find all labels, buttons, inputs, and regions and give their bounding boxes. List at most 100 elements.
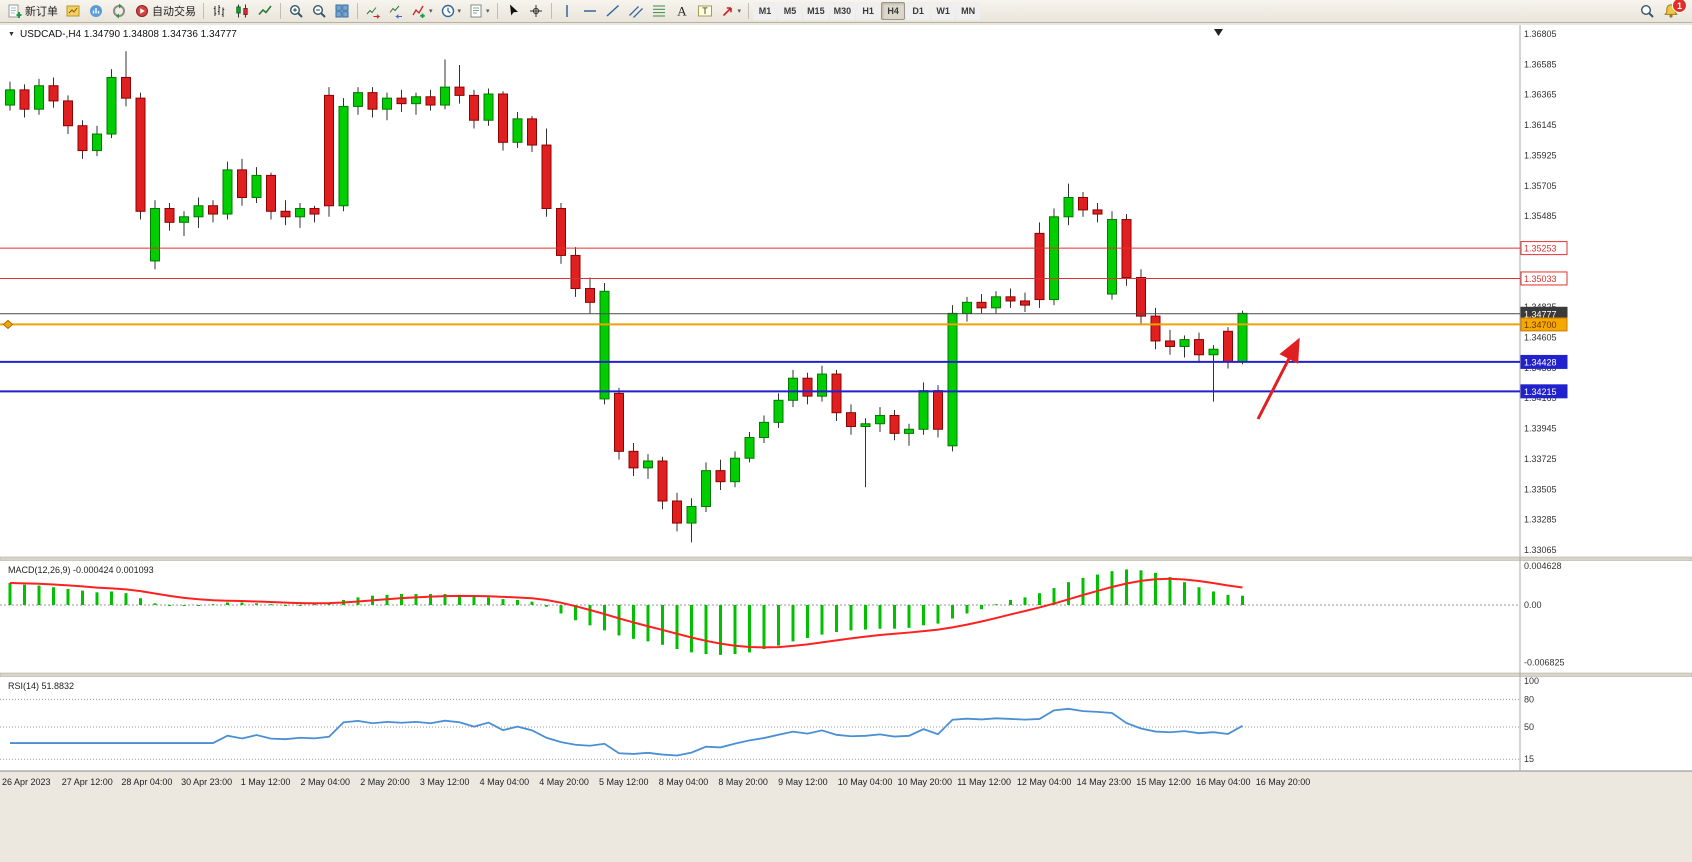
search-button[interactable]	[1636, 1, 1658, 21]
templates-button[interactable]: ▾	[465, 1, 493, 21]
hline-icon	[582, 3, 598, 19]
autotrading-button[interactable]: 自动交易	[131, 1, 199, 21]
bear-candle	[121, 76, 131, 99]
cursor-button[interactable]	[502, 1, 524, 21]
bull-candle	[1049, 216, 1059, 301]
macd-histogram-bar	[95, 592, 99, 605]
line-chart-button[interactable]	[254, 1, 276, 21]
bear-candle	[1020, 300, 1030, 306]
time-axis-label: 12 May 04:00	[1017, 777, 1072, 787]
new-order-button[interactable]: 新订单	[4, 1, 61, 21]
macd-histogram-bar	[603, 605, 606, 631]
timeframe-h1-button[interactable]: H1	[856, 2, 881, 20]
template-icon	[468, 3, 484, 19]
periods-button[interactable]: ▾	[437, 1, 465, 21]
bull-candle	[744, 437, 755, 459]
line-anchor-diamond-icon[interactable]	[2, 319, 14, 330]
bear-candle	[715, 470, 726, 483]
bull-candle	[92, 133, 102, 152]
auto-scroll-icon	[365, 3, 381, 19]
time-axis-label: 14 May 23:00	[1077, 777, 1132, 787]
refresh-icon	[111, 3, 127, 19]
toolbar-separator	[550, 3, 552, 19]
text-label-button[interactable]: T	[694, 1, 716, 21]
timeframe-w1-button[interactable]: W1	[931, 2, 956, 20]
macd-histogram-bar	[182, 605, 186, 606]
bear-candle	[1078, 196, 1088, 211]
panel-resize-handle[interactable]	[0, 556, 1692, 562]
chart-shift-button[interactable]	[385, 1, 407, 21]
auto-scroll-button[interactable]	[362, 1, 384, 21]
arrows-button[interactable]: ▾	[717, 1, 745, 21]
chart-window-button[interactable]	[62, 1, 84, 21]
fibonacci-button[interactable]	[648, 1, 670, 21]
timeframe-m5-button[interactable]: M5	[778, 2, 803, 20]
macd-histogram-bar	[226, 602, 229, 605]
timeframe-m15-button[interactable]: M15	[803, 2, 829, 20]
support-line-1-price-label: 1.34428	[1524, 357, 1557, 367]
bull-candle	[1208, 348, 1219, 356]
timeframe-m30-button[interactable]: M30	[829, 2, 856, 20]
toolbar-separator	[496, 3, 498, 19]
bear-candle	[77, 125, 88, 152]
zoom-in-button[interactable]	[285, 1, 307, 21]
panel-resize-handle[interactable]	[0, 672, 1692, 678]
equidistant-channel-button[interactable]	[625, 1, 647, 21]
macd-histogram-bar	[81, 590, 84, 605]
macd-label: MACD(12,26,9) -0.000424 0.001093	[8, 565, 154, 575]
chart-area[interactable]: 1.36805 1.36585 1.36365 1.36145 1.35925 1.357…	[0, 23, 1692, 857]
chart-shift-marker-icon[interactable]	[1214, 29, 1223, 36]
macd-histogram-bar	[501, 599, 505, 605]
bear-candle	[164, 208, 175, 223]
zoom-out-button[interactable]	[308, 1, 330, 21]
trendline-button[interactable]	[602, 1, 624, 21]
macd-histogram-bar	[211, 604, 215, 606]
timeframe-h4-button[interactable]: H4	[881, 2, 906, 20]
indicators-button[interactable]: ▾	[408, 1, 436, 21]
candlestick-chart-button[interactable]	[231, 1, 253, 21]
bull-candle	[991, 296, 1001, 309]
horizontal-line-button[interactable]	[579, 1, 601, 21]
refresh-button[interactable]	[108, 1, 130, 21]
bull-candle	[918, 390, 929, 430]
new-order-button-label: 新订单	[25, 6, 58, 18]
timeframe-d1-button[interactable]: D1	[906, 2, 931, 20]
macd-signal-line	[9, 577, 1243, 649]
bull-candle	[440, 86, 450, 106]
time-axis-label: 16 May 20:00	[1256, 777, 1311, 787]
bear-candle	[976, 301, 987, 309]
bear-candle	[425, 96, 436, 106]
bull-candle	[338, 105, 349, 207]
timeframe-m1-button[interactable]: M1	[753, 2, 778, 20]
arrow-annotation[interactable]	[1256, 337, 1300, 420]
tile-windows-button[interactable]	[331, 1, 353, 21]
text-label-icon: T	[697, 3, 713, 19]
vertical-line-button[interactable]	[556, 1, 578, 21]
text-button[interactable]: A	[671, 1, 693, 21]
rsi-axis-label: 50	[1524, 722, 1534, 732]
price-axis-label: 1.36805	[1524, 29, 1557, 39]
main-chart-panel	[0, 25, 1692, 557]
candlestick-series	[5, 51, 1248, 543]
macd-histogram-bar	[574, 605, 577, 621]
time-axis-label: 8 May 20:00	[718, 777, 768, 787]
bar-chart-button[interactable]	[208, 1, 230, 21]
macd-axis-label: 0.00	[1524, 600, 1542, 610]
bull-candle	[106, 76, 117, 135]
crosshair-button[interactable]	[525, 1, 547, 21]
bull-candle	[5, 89, 15, 106]
bull-candle	[730, 457, 740, 483]
macd-histogram-bar	[487, 597, 490, 605]
bear-candle	[396, 97, 407, 105]
timeframe-mn-button[interactable]: MN	[956, 2, 981, 20]
tile-windows-icon	[334, 3, 350, 19]
time-axis-label: 28 Apr 04:00	[121, 777, 172, 787]
rsi-label: RSI(14) 51.8832	[8, 681, 74, 691]
macd-histogram-bar	[443, 594, 447, 605]
bull-candle	[193, 205, 204, 218]
market-watch-button[interactable]	[85, 1, 107, 21]
bull-candle	[483, 93, 494, 121]
price-axis-label: 1.34605	[1524, 333, 1557, 343]
bull-candle	[686, 506, 697, 524]
search-icon	[1639, 3, 1655, 19]
